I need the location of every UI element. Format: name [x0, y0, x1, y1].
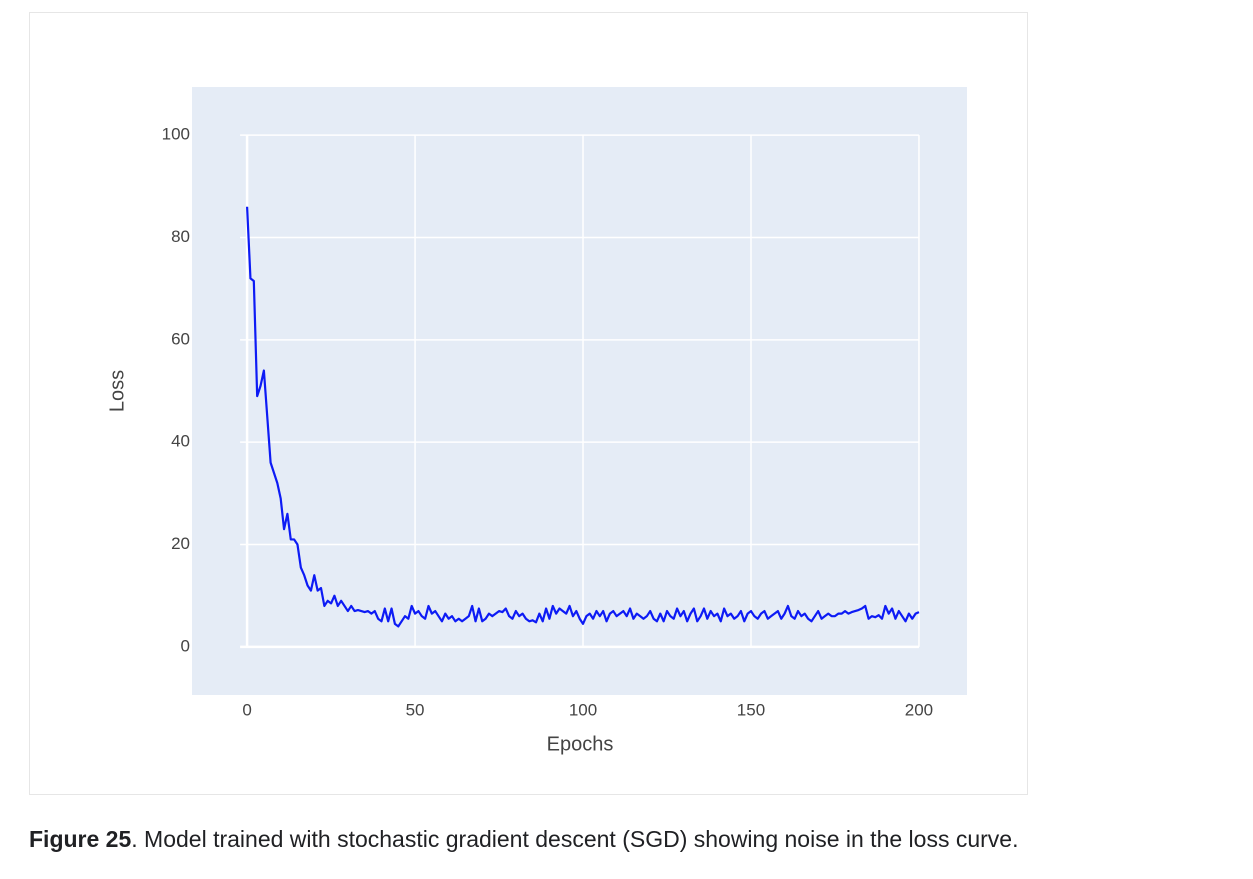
- x-tick-label: 0: [242, 700, 251, 719]
- x-tick-label: 200: [905, 700, 933, 719]
- x-tick-label: 150: [737, 700, 765, 719]
- caption-label: Figure 25: [29, 826, 132, 852]
- y-tick-label: 100: [162, 125, 190, 144]
- y-axis-title: Loss: [106, 370, 128, 412]
- y-tick-label: 20: [171, 534, 190, 553]
- loss-line: [245, 206, 920, 628]
- figure-frame: [29, 12, 1028, 795]
- y-tick-label: 40: [171, 432, 190, 451]
- y-tick-label: 80: [171, 227, 190, 246]
- x-axis-title: Epochs: [547, 733, 614, 755]
- plot-area: [192, 87, 967, 695]
- caption: Figure 25. Model trained with stochastic…: [29, 826, 1018, 853]
- caption-text: . Model trained with stochastic gradient…: [131, 826, 1019, 852]
- x-tick-label: 50: [406, 700, 425, 719]
- x-tick-label: 100: [569, 700, 597, 719]
- y-tick-label: 0: [181, 636, 190, 655]
- y-tick-label: 60: [171, 329, 190, 348]
